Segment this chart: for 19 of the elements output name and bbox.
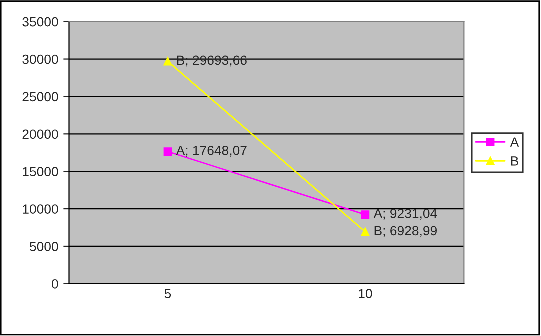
data-label: A; 17648,07	[176, 146, 247, 157]
legend-label: A	[510, 138, 520, 147]
y-tick-label: 25000	[22, 92, 58, 102]
y-tick-label: 5000	[30, 242, 58, 252]
y-tick-label: 30000	[22, 54, 58, 64]
point	[164, 148, 172, 156]
y-tick-label: 0	[52, 279, 58, 289]
y-tick-label: 35000	[22, 17, 58, 27]
x-tick-label: 10	[359, 289, 372, 298]
data-label: B; 6928,99	[374, 226, 437, 238]
x-tick-label: 5	[164, 289, 172, 298]
point	[361, 228, 370, 236]
point	[361, 210, 370, 219]
legend-label: B	[511, 156, 518, 166]
y-tick-label: 10000	[23, 204, 58, 214]
y-tick-label: 15000	[23, 167, 58, 177]
y-tick-label: 20000	[22, 130, 58, 140]
data-label: A; 9231,04	[374, 208, 438, 220]
point	[164, 57, 172, 66]
